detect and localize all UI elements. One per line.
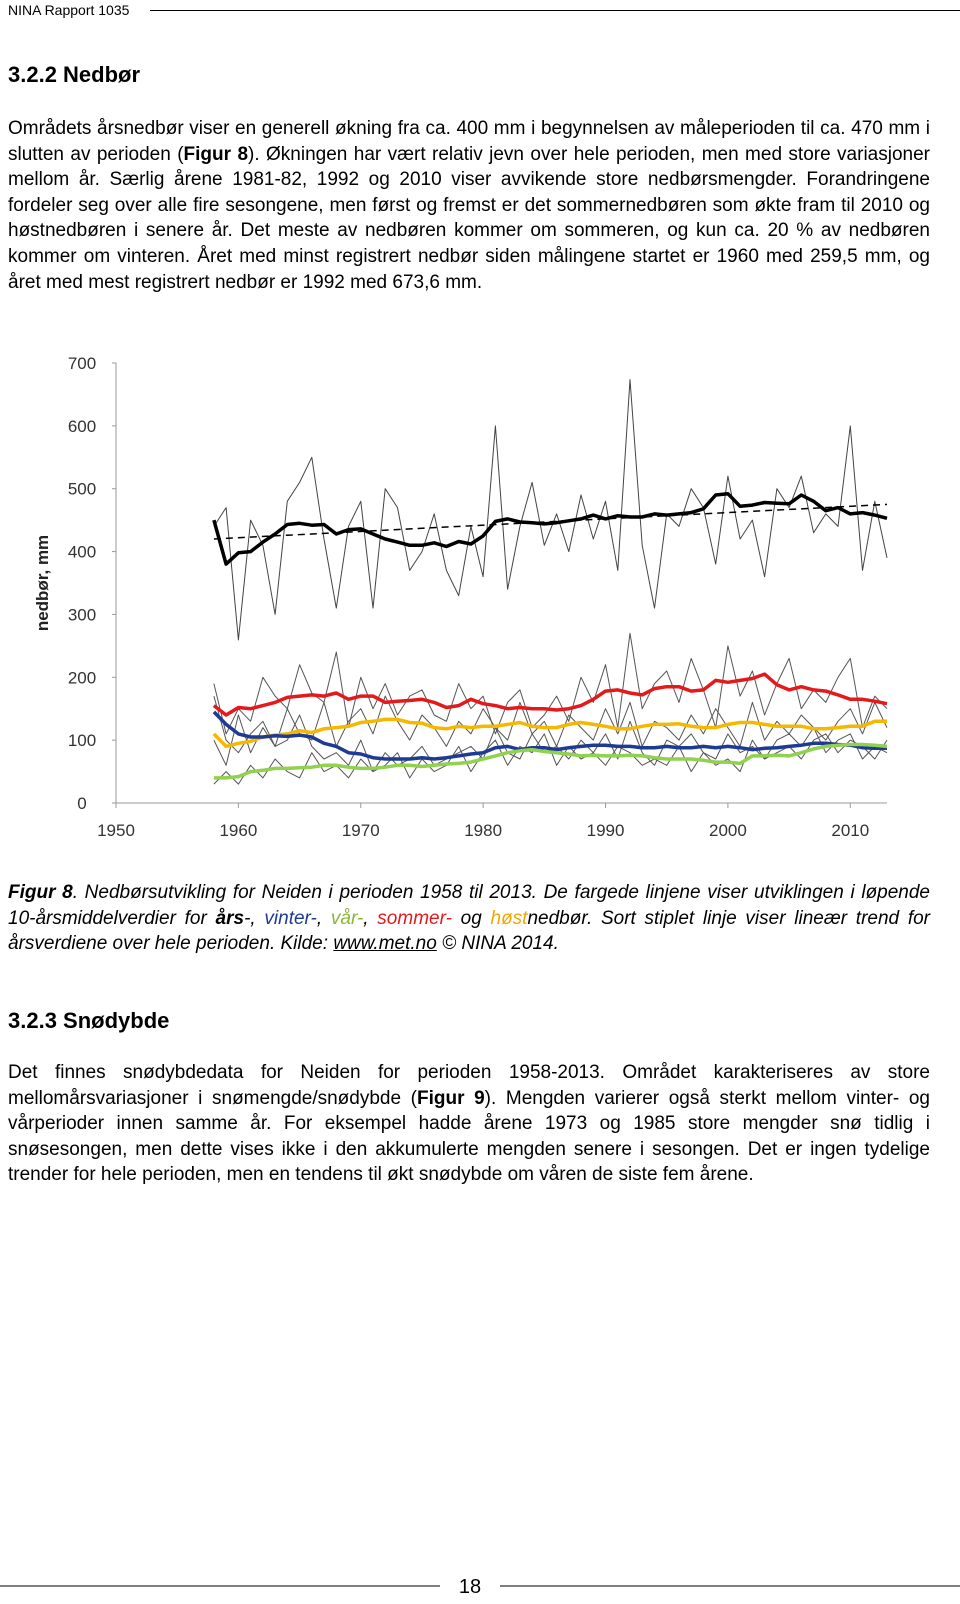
data-line	[212, 672, 888, 717]
header-title: NINA Rapport 1035	[8, 2, 130, 18]
footer: 18	[0, 1576, 960, 1598]
x-tick-label: 1990	[587, 821, 625, 840]
x-tick-label: 1950	[97, 821, 135, 840]
data-line	[212, 717, 887, 749]
text: vinter-	[264, 907, 317, 929]
data-line	[212, 710, 887, 761]
text: . Nedbørsutvikling for Neiden i perioden…	[8, 882, 931, 929]
header-rule	[150, 10, 960, 11]
data-line	[213, 742, 888, 780]
text: ,	[316, 907, 331, 929]
y-tick-label: 400	[68, 543, 96, 562]
y-tick-label: 300	[68, 605, 96, 624]
data-line	[213, 632, 888, 735]
paragraph: Områdets årsnedbør viser en generell økn…	[8, 116, 930, 295]
text: høst	[490, 907, 528, 929]
figure-ref: Figur 9	[417, 1087, 485, 1109]
x-tick-label: 1960	[219, 821, 257, 840]
data-line	[213, 503, 888, 540]
section-heading: 3.2.3 Snødybde	[8, 1008, 170, 1033]
y-axis-label: nedbør, mm	[33, 535, 52, 631]
y-tick-label: 0	[77, 794, 86, 813]
text: og	[451, 907, 491, 929]
text: -,	[244, 907, 265, 929]
y-tick-label: 200	[68, 668, 96, 687]
text: ). Mengden varierer også sterkt mellom v…	[8, 1087, 930, 1186]
text: ). Økningen har vært relativ jevn over h…	[8, 143, 930, 293]
x-tick-label: 1980	[464, 821, 502, 840]
text: Områdets årsnedbør viser en generell økn…	[8, 118, 930, 165]
text: ,	[363, 907, 378, 929]
x-tick-label: 2010	[831, 821, 869, 840]
data-line	[212, 491, 888, 566]
text: nedbør. Sort stiplet linje viser lineær …	[8, 907, 930, 955]
figure-ref: Figur 8	[183, 143, 249, 165]
text: Det finnes snødybdedata for Neiden for p…	[8, 1062, 930, 1109]
text: Figur 8	[8, 882, 73, 903]
figure-caption: Figur 8. Nedbørsutvikling for Neiden i p…	[8, 880, 930, 957]
y-tick-label: 600	[68, 417, 96, 436]
paragraph: Det finnes snødybdedata for Neiden for p…	[8, 1060, 930, 1188]
text: års	[215, 907, 245, 929]
x-tick-label: 1970	[342, 821, 380, 840]
y-tick-label: 100	[68, 731, 96, 750]
data-line	[213, 379, 888, 641]
section-heading: 3.2.2 Nedbør	[8, 62, 141, 87]
text: © NINA 2014.	[436, 933, 559, 955]
data-line	[213, 733, 888, 785]
y-tick-label: 500	[68, 480, 96, 499]
text: sommer-	[377, 907, 452, 929]
link[interactable]: www.met.no	[333, 933, 437, 955]
y-tick-label: 700	[68, 354, 96, 373]
x-tick-label: 2000	[709, 821, 747, 840]
chart: nedbør, mm 0 100 200 300 400 500 600 700 1950 196…	[33, 354, 888, 840]
text: vår-	[330, 907, 364, 929]
page-number: 18	[459, 1576, 481, 1598]
